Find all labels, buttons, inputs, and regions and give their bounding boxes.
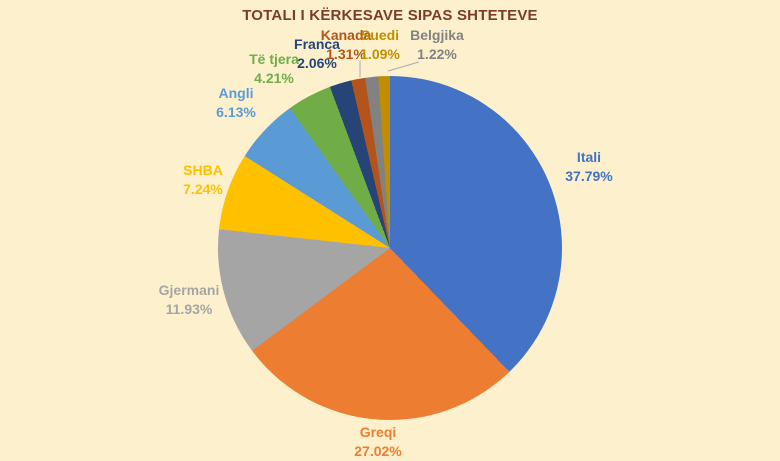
pie-label-angli: Angli 6.13% <box>216 84 256 122</box>
pie-label-suedi: Suedi 1.09% <box>360 26 400 64</box>
pie-label-name: Të tjera <box>249 51 299 67</box>
pie-label-percent: 4.21% <box>254 70 294 86</box>
pie-label-name: Franca <box>294 36 340 52</box>
pie-label-percent: 11.93% <box>165 301 213 317</box>
pie-label-percent: 37.79% <box>565 168 613 184</box>
pie-label-name: Greqi <box>359 424 397 440</box>
pie-label-name: Itali <box>576 149 602 165</box>
pie-label-greqi: Greqi 27.02% <box>354 423 401 461</box>
pie-label-percent: 1.31% <box>326 46 366 62</box>
pie-label-franca: Franca 2.06% <box>294 35 340 73</box>
pie-label-percent: 27.02% <box>354 443 402 459</box>
pie-label-kanada: Kanada 1.31% <box>321 26 372 64</box>
pie-label-percent: 7.24% <box>183 181 223 197</box>
pie-label-name: Gjermani <box>158 282 220 298</box>
pie-label-percent: 2.06% <box>297 55 337 71</box>
pie-label-percent: 6.13% <box>216 104 256 120</box>
pie-label-të-tjera: Të tjera 4.21% <box>249 50 299 88</box>
pie-label-name: Kanada <box>320 27 372 43</box>
pie-label-name: SHBA <box>183 162 223 178</box>
pie-chart <box>218 76 562 420</box>
pie-label-itali: Itali 37.79% <box>565 148 612 186</box>
pie-label-percent: 1.22% <box>417 46 457 62</box>
pie-label-gjermani: Gjermani 11.93% <box>159 281 220 319</box>
pie-label-shba: SHBA 7.24% <box>183 161 223 199</box>
chart-title: TOTALI I KËRKESAVE SIPAS SHTETEVE <box>242 7 538 24</box>
pie-label-name: Belgjika <box>410 27 464 43</box>
pie-label-name: Angli <box>218 85 254 101</box>
pie-label-name: Suedi <box>360 27 400 43</box>
pie-label-belgjika: Belgjika 1.22% <box>410 26 464 64</box>
pie-label-percent: 1.09% <box>360 46 400 62</box>
